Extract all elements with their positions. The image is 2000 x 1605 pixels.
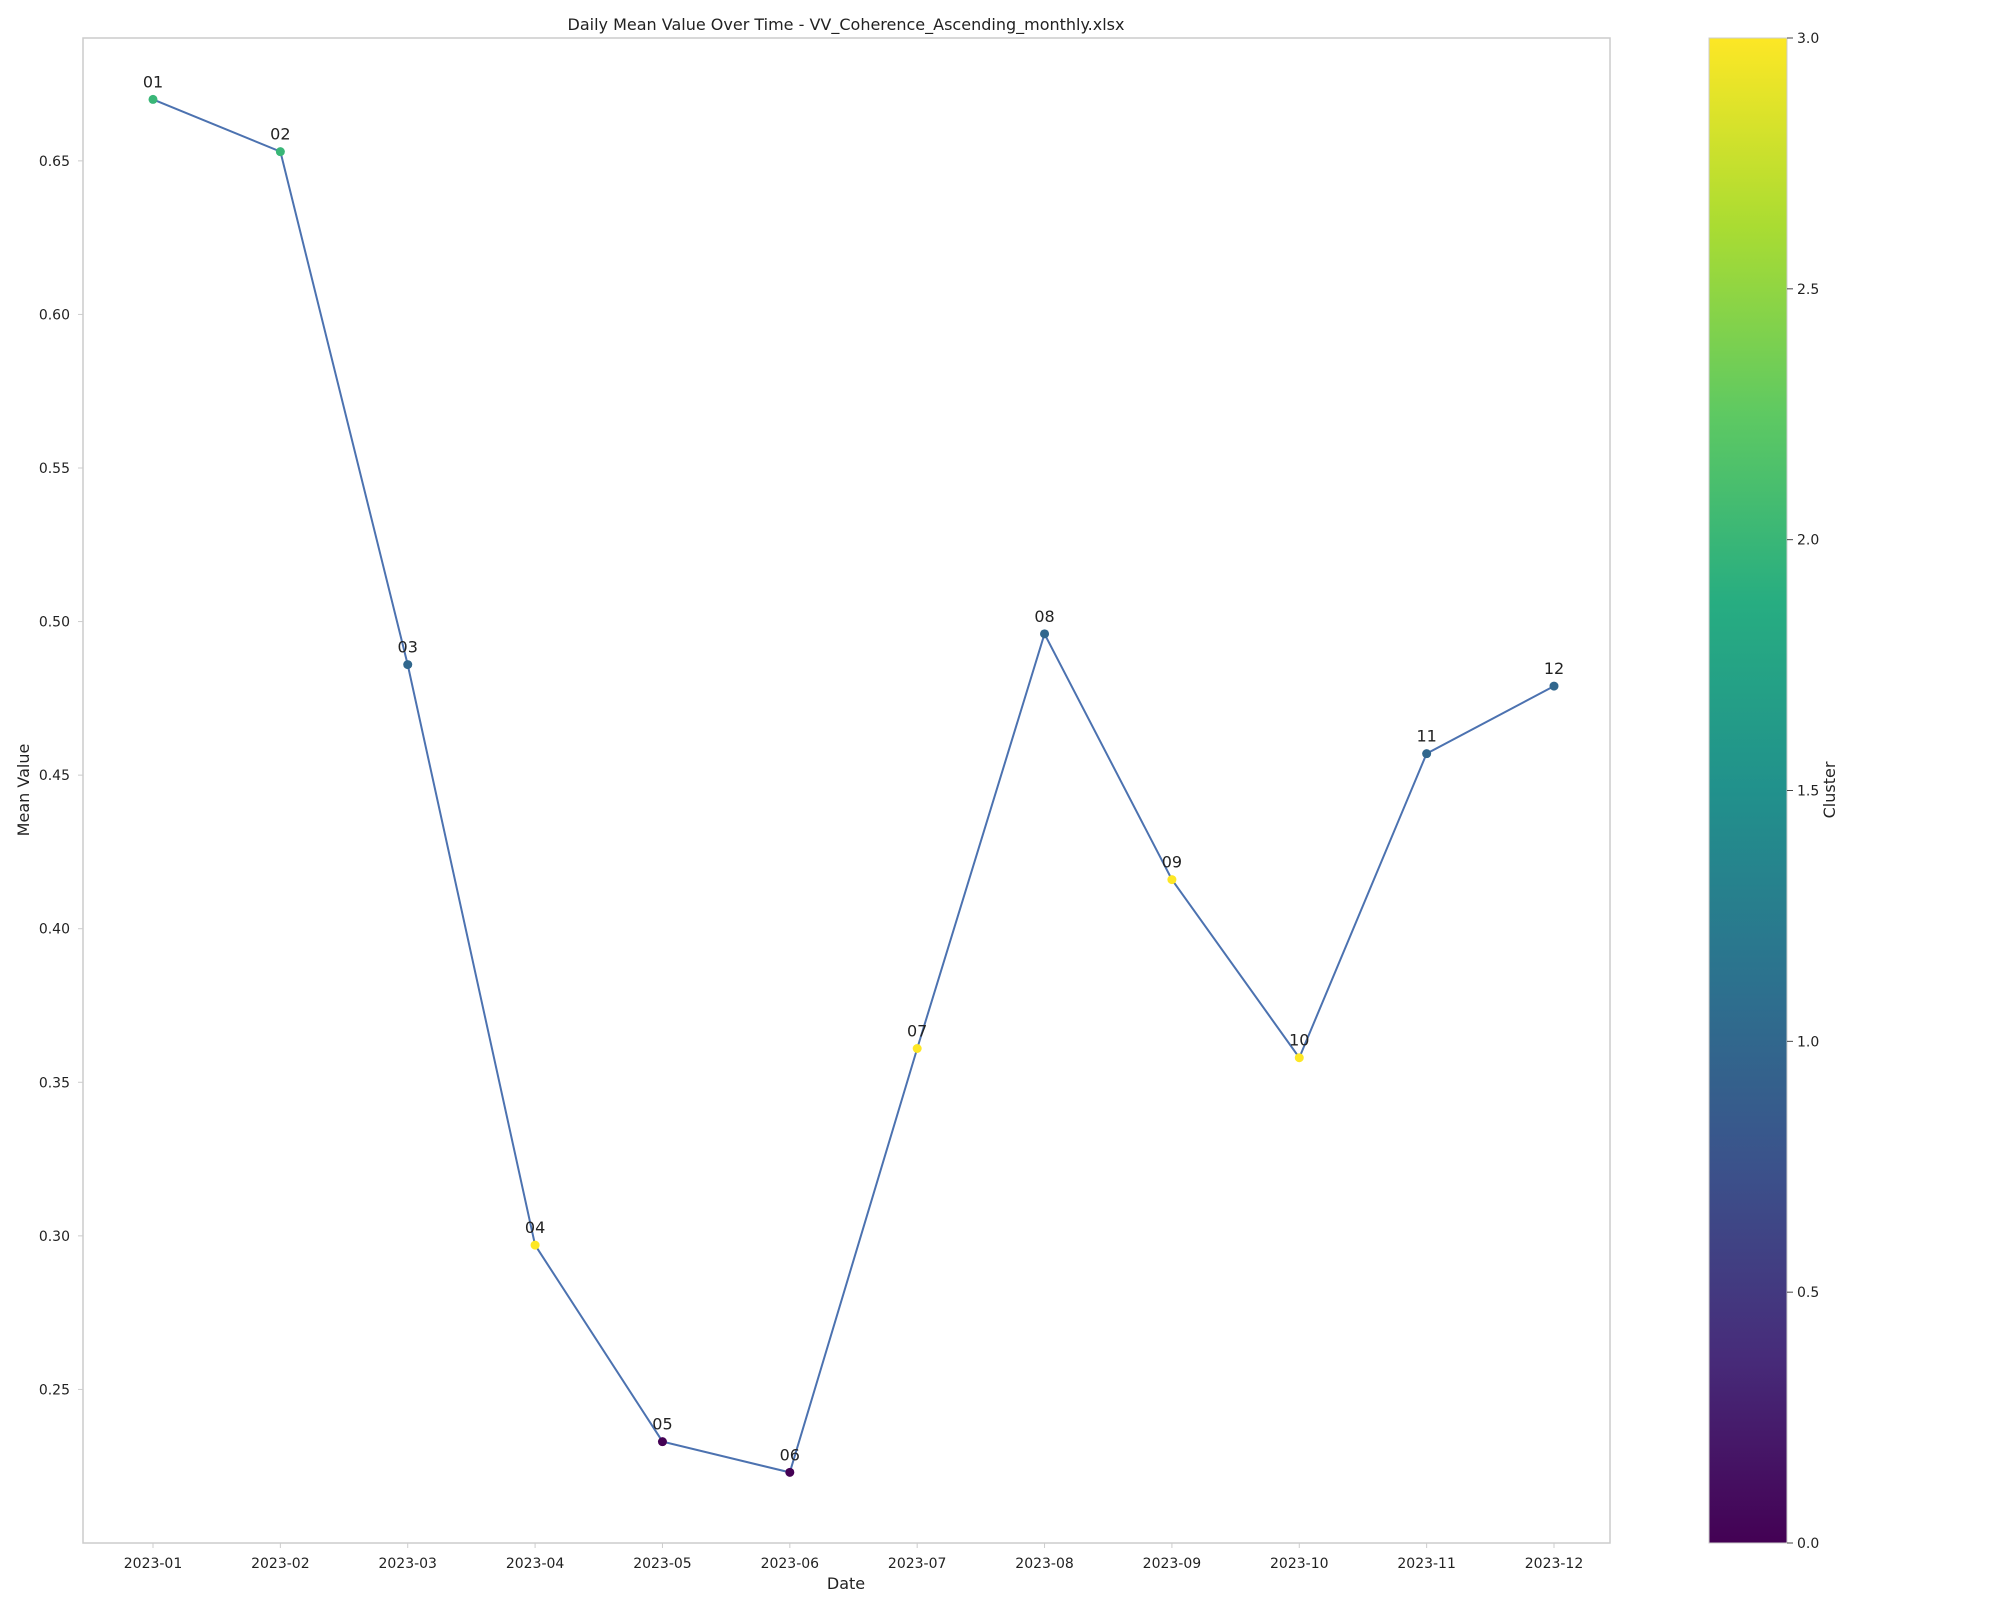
point-label: 12: [1544, 659, 1564, 678]
colorbar-tick-label: 2.5: [1797, 282, 1819, 298]
point-label: 10: [1289, 1031, 1309, 1050]
y-axis-label: Mean Value: [14, 744, 33, 837]
point-label: 06: [780, 1445, 800, 1464]
data-point: [1549, 681, 1559, 691]
data-point: [148, 94, 158, 104]
chart-title: Daily Mean Value Over Time - VV_Coherenc…: [568, 15, 1125, 35]
data-point: [785, 1467, 795, 1477]
data-point: [657, 1437, 667, 1447]
data-point: [275, 147, 285, 157]
y-tick-label: 0.50: [39, 615, 70, 631]
point-label: 01: [143, 72, 163, 91]
colorbar: [1708, 37, 1788, 1544]
y-tick-label: 0.30: [39, 1229, 70, 1245]
colorbar-tick-label: 1.0: [1797, 1034, 1819, 1050]
y-tick-label: 0.35: [39, 1075, 70, 1091]
data-point: [530, 1240, 540, 1250]
x-tick-label: 2023-09: [1143, 1556, 1202, 1572]
y-tick-label: 0.45: [39, 768, 70, 784]
data-point: [1167, 875, 1177, 885]
colorbar-tick-label: 0.0: [1797, 1536, 1819, 1552]
x-tick-label: 2023-07: [888, 1556, 947, 1572]
point-label: 09: [1162, 853, 1182, 872]
colorbar-label: Cluster: [1820, 761, 1839, 818]
x-tick-label: 2023-02: [251, 1556, 310, 1572]
data-point: [1040, 629, 1050, 639]
point-label: 11: [1416, 727, 1436, 746]
data-point: [1422, 749, 1432, 759]
colorbar-tick-label: 3.0: [1797, 31, 1819, 47]
x-tick-label: 2023-10: [1270, 1556, 1329, 1572]
x-tick-label: 2023-04: [506, 1556, 565, 1572]
x-tick-label: 2023-12: [1525, 1556, 1584, 1572]
y-tick-label: 0.25: [39, 1382, 70, 1398]
colorbar-tick-label: 2.0: [1797, 533, 1819, 549]
x-tick-label: 2023-05: [633, 1556, 692, 1572]
y-axis: 0.25 0.30 0.35 0.40 0.45 0.50 0.55 0.60 0.65: [39, 154, 83, 1398]
colorbar-ticks: 0.0 0.5 1.0 1.5 2.0 2.5 3.0: [1787, 31, 1819, 1552]
x-tick-label: 2023-11: [1397, 1556, 1456, 1572]
y-tick-label: 0.65: [39, 154, 70, 170]
colorbar-tick-label: 0.5: [1797, 1285, 1819, 1301]
x-tick-label: 2023-06: [761, 1556, 820, 1572]
point-label: 03: [398, 638, 418, 657]
x-axis: 2023-01 2023-02 2023-03 2023-04 2023-05 2023-…: [124, 1543, 1584, 1572]
x-tick-label: 2023-01: [124, 1556, 183, 1572]
point-label: 08: [1034, 607, 1054, 626]
data-point: [1294, 1053, 1304, 1063]
series-line: [152, 98, 1555, 1474]
y-tick-label: 0.60: [39, 307, 70, 323]
y-tick-label: 0.40: [39, 922, 70, 938]
point-label: 07: [907, 1022, 927, 1041]
data-point: [403, 660, 413, 670]
data-point: [912, 1044, 922, 1053]
point-labels: 01 02 03 04 05 06 07 08 09 10 11 12: [143, 72, 1564, 1464]
point-label: 05: [652, 1415, 672, 1434]
colorbar-tick-label: 1.5: [1797, 784, 1819, 800]
point-label: 04: [525, 1218, 545, 1237]
plot-area: [82, 37, 1611, 1544]
x-tick-label: 2023-08: [1015, 1556, 1074, 1572]
x-axis-label: Date: [827, 1574, 865, 1593]
x-tick-label: 2023-03: [378, 1556, 437, 1572]
point-label: 02: [270, 125, 290, 144]
y-tick-label: 0.55: [39, 461, 70, 477]
data-points: [148, 94, 1559, 1477]
